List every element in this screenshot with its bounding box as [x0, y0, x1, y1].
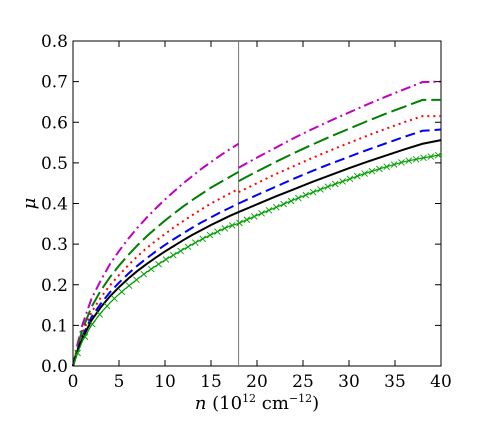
series-5-marker	[398, 159, 405, 166]
x-axis-label-var: n	[195, 393, 207, 414]
x-tick-label: 30	[338, 372, 360, 392]
series-5-marker	[434, 151, 442, 159]
series-5-marker	[427, 153, 435, 160]
y-tick-label: 0.3	[41, 235, 68, 255]
x-tick-label: 15	[200, 372, 222, 392]
series-3-line-0	[72, 202, 240, 367]
y-tick-label: 0.4	[41, 195, 68, 215]
series-5-marker	[376, 165, 383, 173]
series-5-marker	[317, 186, 324, 193]
x-axis-label-exp1: 12	[242, 392, 256, 405]
series-5-marker	[192, 239, 199, 246]
series-3-line-1	[238, 128, 442, 205]
series-5-marker	[103, 302, 111, 310]
x-tick-label: 10	[154, 372, 176, 392]
x-axis-label-open: (10	[206, 393, 242, 414]
series-5-marker	[147, 265, 155, 273]
series-5-marker	[250, 213, 258, 220]
series-5-marker	[273, 203, 280, 211]
x-axis-label: n (1012 cm−12)	[195, 392, 319, 414]
x-tick-label: 25	[292, 372, 314, 392]
y-tick-label: 0.1	[41, 316, 68, 336]
series-5-marker	[155, 260, 162, 268]
series-5-marker	[206, 231, 214, 239]
x-axis-label-close: )	[312, 393, 319, 414]
series-5-marker	[420, 154, 427, 162]
series-5-marker	[302, 191, 310, 199]
series-5-marker	[74, 349, 81, 357]
y-tick-label: 0.5	[41, 154, 68, 174]
series-5-marker	[287, 197, 295, 205]
y-tick-label: 0.6	[41, 113, 68, 133]
series-5-marker	[89, 320, 96, 328]
x-tick-label: 20	[246, 372, 268, 392]
series-0-line-1	[238, 80, 442, 169]
series-5-marker	[125, 282, 133, 289]
series-5-marker	[169, 251, 177, 259]
series-5-marker	[111, 295, 118, 302]
y-tick-label: 0.8	[41, 32, 68, 52]
series-3	[72, 128, 442, 367]
series-5-marker	[339, 178, 346, 185]
y-tick-label: 0.7	[41, 73, 68, 93]
series-5-marker	[265, 206, 273, 214]
series-5-marker	[199, 235, 207, 243]
series-5-marker	[133, 276, 140, 284]
series-2-line-1	[238, 115, 441, 194]
series-5-marker	[295, 194, 302, 202]
series-4-line-1	[238, 139, 442, 213]
series-0-line-0	[72, 142, 240, 367]
series-5-marker	[214, 228, 221, 235]
x-axis-label-mid: cm	[256, 393, 289, 414]
series-5-marker	[184, 243, 192, 251]
x-tick-label: 0	[68, 372, 79, 392]
series-2	[72, 115, 441, 367]
series-5-marker	[361, 170, 368, 177]
series-5-marker	[177, 247, 184, 255]
series-1-line-1	[238, 98, 441, 183]
x-axis-label-exp2: −12	[289, 392, 312, 405]
series-1	[72, 98, 441, 367]
series-5-marker	[258, 210, 265, 217]
series-4-line-0	[72, 211, 240, 367]
series-5-marker	[81, 333, 89, 341]
y-axis-label: μ	[19, 198, 40, 210]
series-5-marker	[368, 167, 376, 175]
series-5-marker	[162, 256, 170, 263]
series-5-marker	[346, 175, 354, 183]
series-5-marker	[96, 311, 103, 318]
series-0	[72, 80, 442, 367]
series-5-marker	[228, 222, 236, 229]
x-axis-ticks: 0 5 10 15 20 25 30 35 40	[68, 41, 452, 392]
plot-area	[72, 40, 442, 367]
x-tick-label: 35	[384, 372, 406, 392]
series-5-marker	[412, 155, 420, 163]
series-5-marker	[280, 200, 287, 208]
series-5-marker	[309, 188, 317, 196]
y-axis-ticks: 0.0 0.1 0.2 0.3 0.4 0.5 0.6 0.7 0.8	[41, 32, 441, 377]
series-layer	[72, 80, 442, 367]
series-4	[72, 139, 442, 367]
y-tick-label: 0.0	[41, 357, 68, 377]
series-5	[72, 151, 442, 367]
series-5-marker	[353, 172, 361, 180]
series-5-marker	[390, 161, 398, 168]
series-5-marker	[236, 219, 243, 227]
y-tick-label: 0.2	[41, 276, 68, 296]
series-5-marker	[324, 183, 332, 190]
series-5-marker	[118, 288, 126, 296]
x-tick-label: 5	[114, 372, 125, 392]
series-5-marker	[243, 216, 251, 224]
series-5-marker	[405, 157, 413, 165]
series-1-line-0	[72, 170, 240, 367]
series-5-marker	[140, 270, 148, 278]
series-5-marker	[331, 180, 339, 188]
series-5-line-0	[72, 154, 442, 367]
x-tick-label: 40	[430, 372, 452, 392]
series-5-marker	[221, 224, 229, 232]
series-5-marker	[383, 163, 391, 170]
